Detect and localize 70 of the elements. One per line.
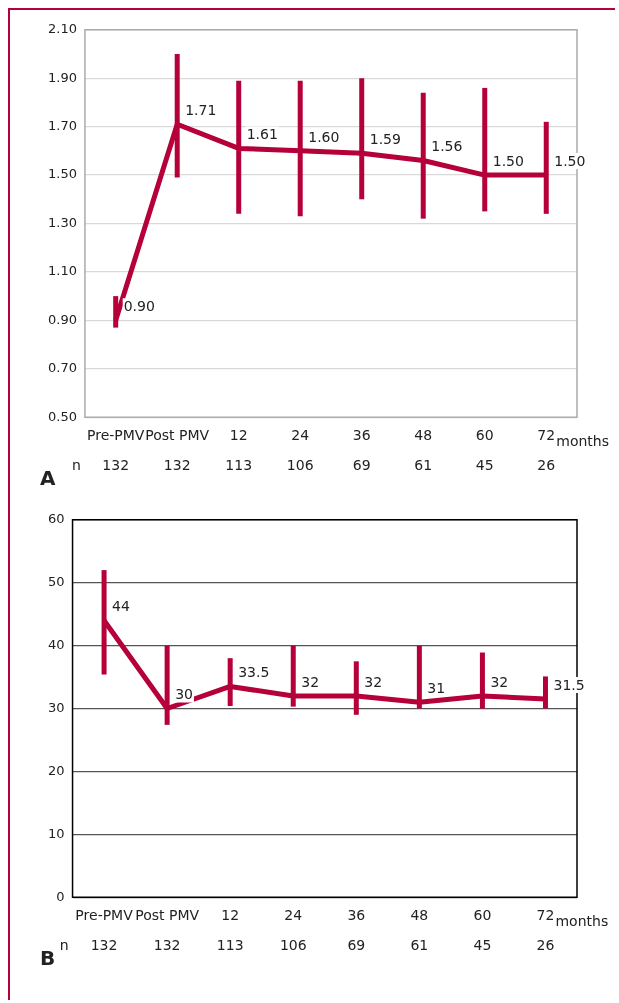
- data-label: 1.50: [554, 152, 586, 169]
- text: 132: [90, 936, 118, 953]
- data-label: 1.50: [492, 152, 524, 169]
- x-tick-label: 60: [473, 907, 492, 924]
- text: 69: [347, 936, 366, 953]
- y-tick-label: 1.10: [47, 263, 77, 279]
- x-tick-label: 36: [352, 427, 371, 444]
- x-tick-label: Post PMV: [135, 907, 200, 924]
- y-tick-label: 10: [48, 825, 65, 841]
- x-tick-label: 60: [475, 427, 494, 444]
- x-tick-label: 12: [221, 907, 240, 924]
- x-axis-title: months: [555, 912, 609, 929]
- data-label: 44: [112, 598, 130, 615]
- data-label: 32: [364, 673, 383, 690]
- x-tick-label: 48: [410, 907, 429, 924]
- y-tick-label: 2.10: [47, 21, 77, 37]
- text: B: [40, 946, 56, 970]
- y-tick-label: 1.70: [47, 118, 77, 134]
- x-tick-label: 36: [347, 907, 366, 924]
- x-tick-label: 72: [536, 907, 555, 924]
- y-tick-label: 0: [56, 888, 65, 904]
- text: 45: [473, 936, 492, 953]
- y-tick-label: 0.70: [47, 360, 77, 376]
- text: 61: [414, 456, 433, 473]
- x-tick-label: 12: [229, 427, 248, 444]
- text: 69: [352, 456, 371, 473]
- text: 106: [286, 456, 314, 473]
- y-tick-label: 0.50: [47, 408, 77, 424]
- text: 132: [102, 456, 130, 473]
- text: n: [59, 936, 69, 953]
- y-tick-label: 40: [48, 636, 65, 652]
- data-label: 32: [301, 673, 320, 690]
- text: 45: [475, 456, 494, 473]
- y-tick-label: 30: [48, 699, 65, 715]
- x-tick-label: 48: [414, 427, 433, 444]
- x-tick-label: 24: [284, 907, 303, 924]
- text: 26: [536, 936, 555, 953]
- text: 132: [153, 936, 181, 953]
- data-label: 0.90: [123, 297, 155, 314]
- data-label: 1.61: [246, 126, 278, 143]
- x-tick-label: 72: [537, 427, 556, 444]
- y-tick-label: 1.50: [47, 166, 77, 182]
- text: n: [72, 456, 81, 473]
- data-label: 1.56: [431, 138, 463, 155]
- data-label: 1.71: [185, 101, 217, 118]
- x-tick-label: Post PMV: [145, 427, 210, 444]
- text: 132: [163, 456, 191, 473]
- x-tick-label: Pre-PMV: [75, 907, 134, 924]
- y-tick-label: 60: [48, 511, 65, 527]
- text: 106: [279, 936, 307, 953]
- data-label: 31: [427, 679, 446, 696]
- y-tick-label: 0.90: [47, 311, 77, 327]
- x-tick-label: 24: [291, 427, 310, 444]
- text: A: [40, 466, 56, 490]
- text: 26: [537, 456, 556, 473]
- y-tick-label: 1.30: [47, 214, 77, 230]
- data-label: 32: [490, 673, 509, 690]
- data-label: 30: [175, 686, 193, 703]
- data-label: 1.59: [369, 130, 401, 147]
- data-label: 31.5: [553, 676, 585, 693]
- text: 113: [225, 456, 253, 473]
- y-tick-label: 20: [48, 762, 65, 778]
- text: 113: [216, 936, 244, 953]
- y-tick-label: 50: [48, 574, 65, 590]
- text: 61: [410, 936, 429, 953]
- data-label: 33.5: [238, 664, 270, 681]
- x-axis-title: months: [556, 432, 609, 449]
- x-tick-label: Pre-PMV: [86, 427, 145, 444]
- data-label: 1.60: [308, 128, 340, 145]
- y-tick-label: 1.90: [47, 69, 77, 85]
